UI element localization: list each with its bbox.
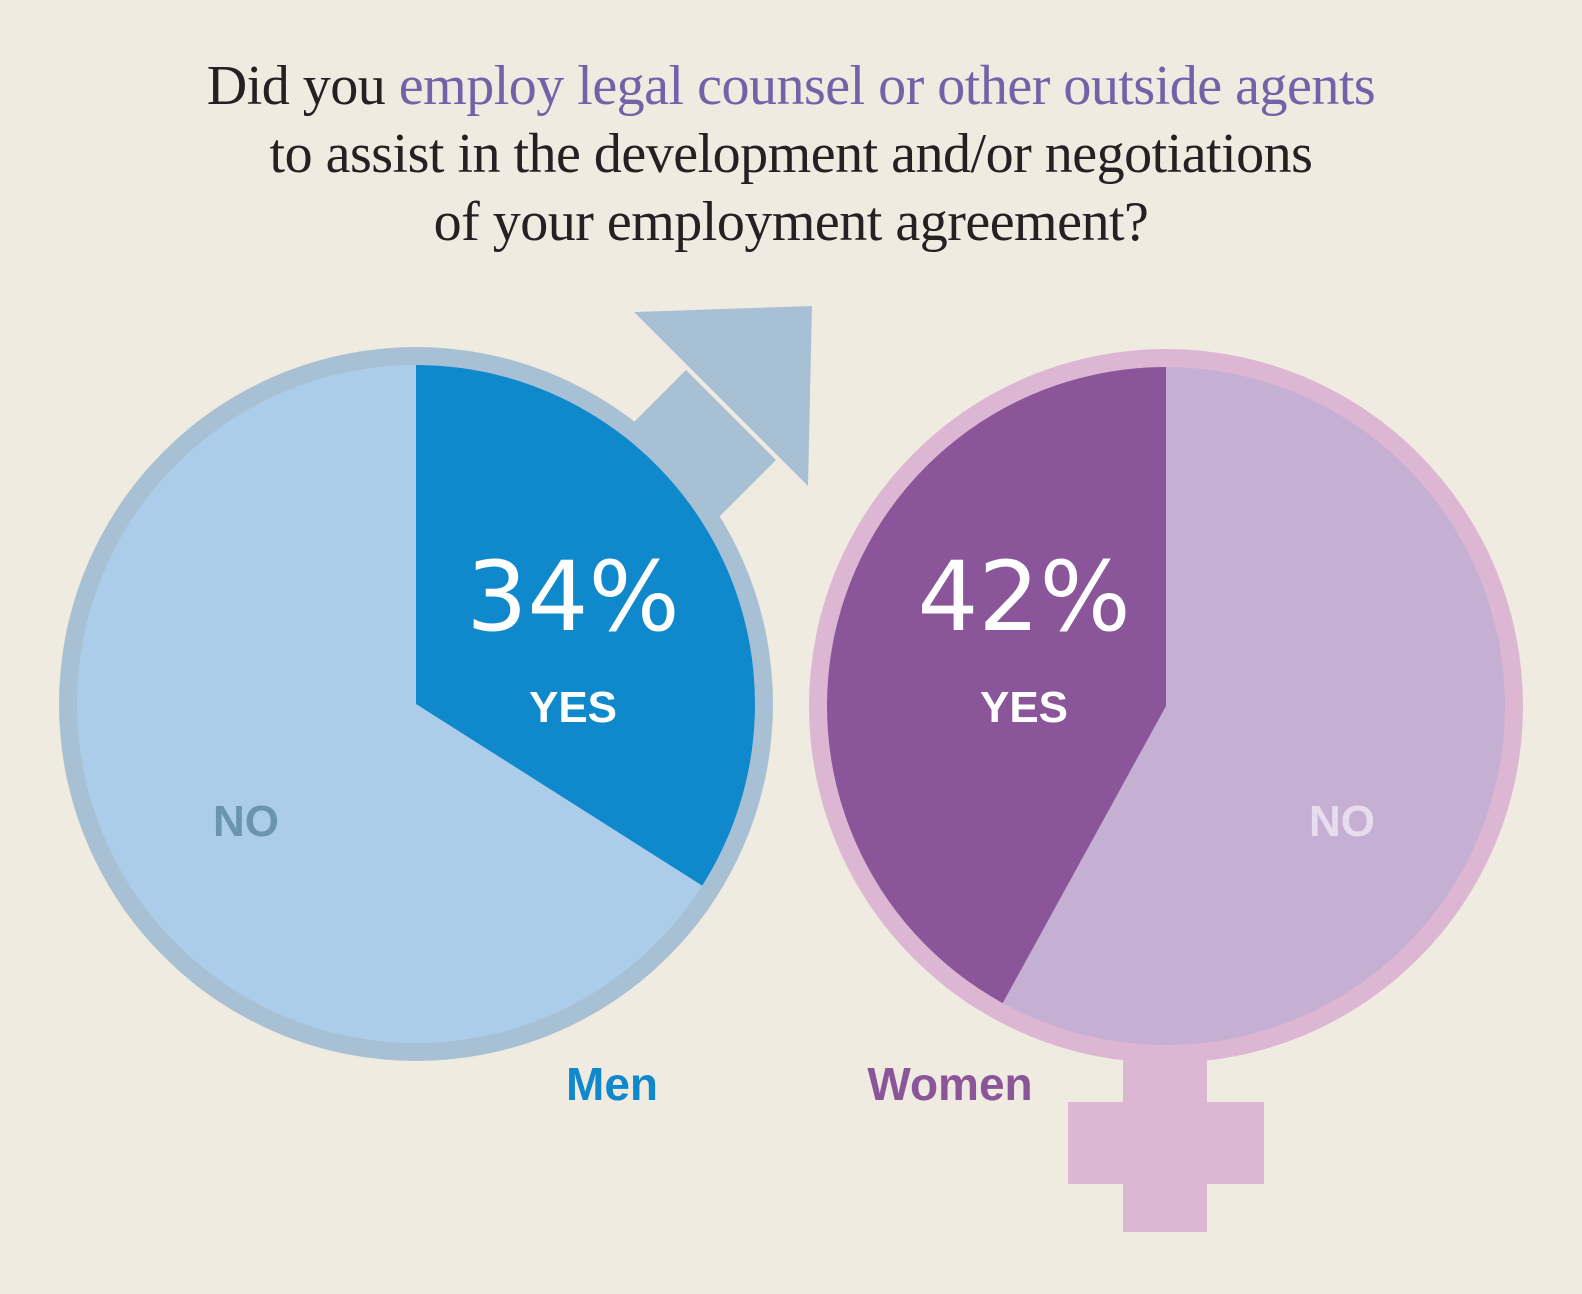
men-no-label: NO xyxy=(213,797,279,846)
title-text-start: Did you xyxy=(206,55,399,117)
men-yes-slice xyxy=(416,365,756,886)
female-symbol-cross-icon xyxy=(1068,1040,1264,1232)
men-pie: 34% YES NO xyxy=(59,347,773,1061)
female-cross-bar xyxy=(1068,1102,1264,1184)
women-yes-label: YES xyxy=(980,683,1068,732)
men-yes-percent: 34% xyxy=(466,541,679,653)
chart-title: Did you employ legal counsel or other ou… xyxy=(0,52,1582,256)
male-arrow-head xyxy=(634,306,812,486)
men-yes-label: YES xyxy=(529,683,617,732)
men-group-label: Men xyxy=(566,1058,658,1110)
title-line-3: of your employment agreement? xyxy=(433,191,1149,253)
women-yes-percent: 42% xyxy=(917,541,1130,653)
title-highlight: employ legal counsel or other outside ag… xyxy=(398,55,1376,117)
women-group-label: Women xyxy=(867,1058,1032,1110)
women-yes-slice xyxy=(827,367,1166,1004)
title-line-2: to assist in the development and/or nego… xyxy=(269,123,1313,185)
title-line-1: Did you employ legal counsel or other ou… xyxy=(0,52,1582,120)
women-pie: 42% YES NO xyxy=(809,349,1523,1063)
women-no-label: NO xyxy=(1309,797,1375,846)
